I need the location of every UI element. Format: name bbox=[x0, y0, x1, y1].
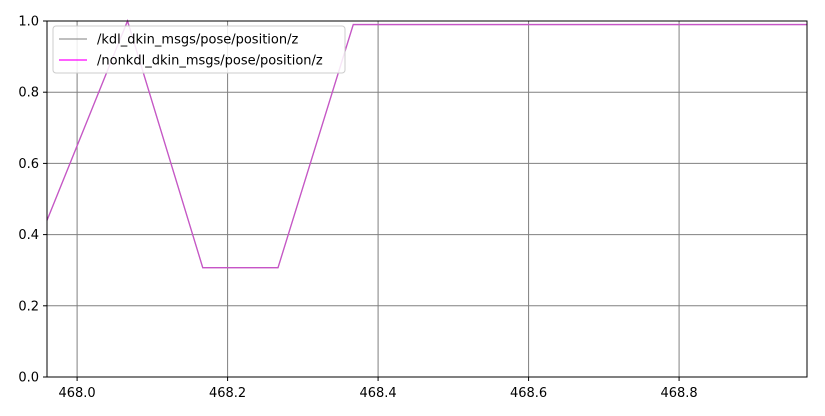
y-axis: 0.0 0.2 0.4 0.6 0.8 1.0 bbox=[18, 15, 47, 386]
plot-frame bbox=[46, 20, 808, 378]
x-tick-label: 468.2 bbox=[209, 386, 246, 401]
y-tick-label: 0.8 bbox=[18, 86, 39, 101]
x-axis: 468.0 468.2 468.4 468.6 468.8 bbox=[58, 377, 698, 401]
legend-label-2: /nonkdl_dkin_msgs/pose/position/z bbox=[97, 54, 323, 69]
x-tick-label: 468.4 bbox=[359, 386, 396, 401]
legend-label-1: /kdl_dkin_msgs/pose/position/z bbox=[97, 33, 298, 48]
legend-box bbox=[52, 25, 346, 74]
x-tick-label: 468.6 bbox=[510, 386, 547, 401]
x-tick-label: 468.8 bbox=[660, 386, 697, 401]
y-tick-label: 0.4 bbox=[18, 228, 39, 243]
legend: /kdl_dkin_msgs/pose/position/z/nonkdl_dk… bbox=[52, 25, 346, 74]
y-tick-label: 0.2 bbox=[18, 299, 39, 314]
y-tick-label: 0.6 bbox=[18, 157, 39, 172]
y-tick-label: 0.0 bbox=[18, 371, 39, 386]
y-tick-label: 1.0 bbox=[18, 15, 39, 30]
x-tick-label: 468.0 bbox=[58, 386, 95, 401]
plot-area bbox=[47, 21, 807, 377]
grid-lines bbox=[47, 21, 807, 377]
